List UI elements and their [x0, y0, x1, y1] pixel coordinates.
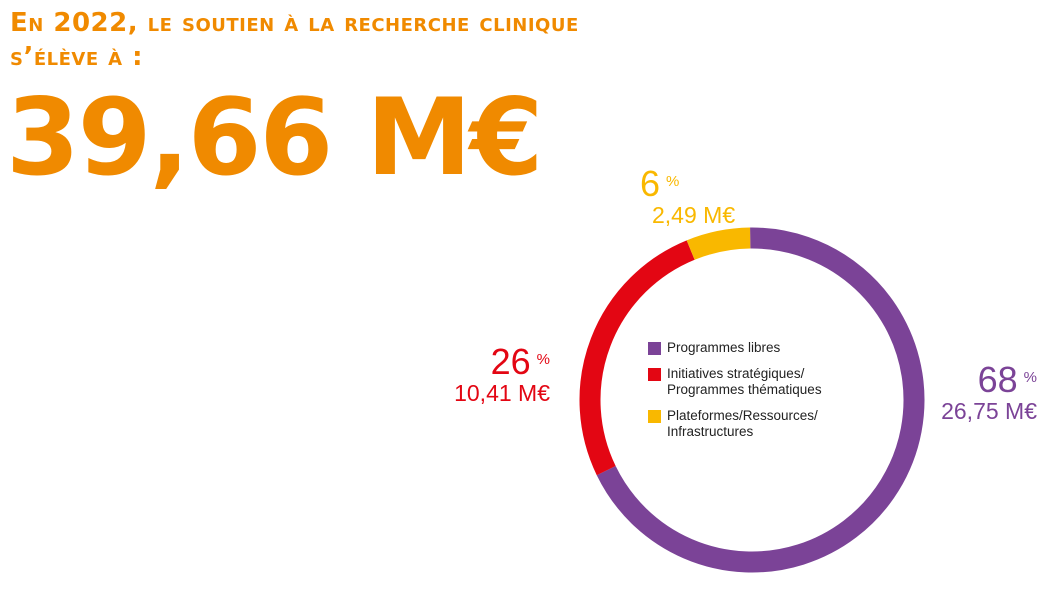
- legend-label-libres: Programmes libres: [667, 340, 781, 355]
- legend-swatch-libres: [648, 342, 661, 355]
- donut-slice-initiatives: [579, 240, 695, 476]
- donut-slice-plateformes: [686, 227, 751, 260]
- total-amount: 39,66 M€: [6, 76, 543, 199]
- legend-item-plateformes: Plateformes/Ressources/ Infrastructures: [648, 408, 858, 440]
- slice-label-libres: 68% 26,75 M€: [905, 359, 1037, 425]
- slice-label-plateformes: 6% 2,49 M€: [640, 163, 780, 229]
- percent-sign: %: [536, 351, 550, 368]
- legend-label-initiatives: Initiatives stratégiques/ Programmes thé…: [667, 366, 822, 397]
- donut-slice-libres: [596, 227, 925, 573]
- headline-line-2: s’élève à :: [10, 42, 144, 72]
- headline-line-1: En 2022, le soutien à la recherche clini…: [10, 8, 579, 38]
- slice-percent-plateformes: 6: [640, 163, 661, 204]
- slice-label-initiatives: 26% 10,41 M€: [400, 341, 550, 407]
- legend-item-libres: Programmes libres: [648, 340, 858, 356]
- slice-amount-initiatives: 10,41 M€: [454, 380, 550, 406]
- legend-item-initiatives: Initiatives stratégiques/ Programmes thé…: [648, 366, 858, 398]
- slice-amount-libres: 26,75 M€: [941, 398, 1037, 424]
- chart-legend: Programmes libres Initiatives stratégiqu…: [648, 340, 858, 450]
- slice-amount-plateformes: 2,49 M€: [652, 202, 736, 228]
- slice-percent-libres: 68: [977, 359, 1018, 400]
- legend-swatch-plateformes: [648, 410, 661, 423]
- percent-sign: %: [666, 173, 680, 190]
- percent-sign: %: [1023, 369, 1037, 386]
- legend-swatch-initiatives: [648, 368, 661, 381]
- slice-percent-initiatives: 26: [490, 341, 531, 382]
- legend-label-plateformes: Plateformes/Ressources/ Infrastructures: [667, 408, 818, 439]
